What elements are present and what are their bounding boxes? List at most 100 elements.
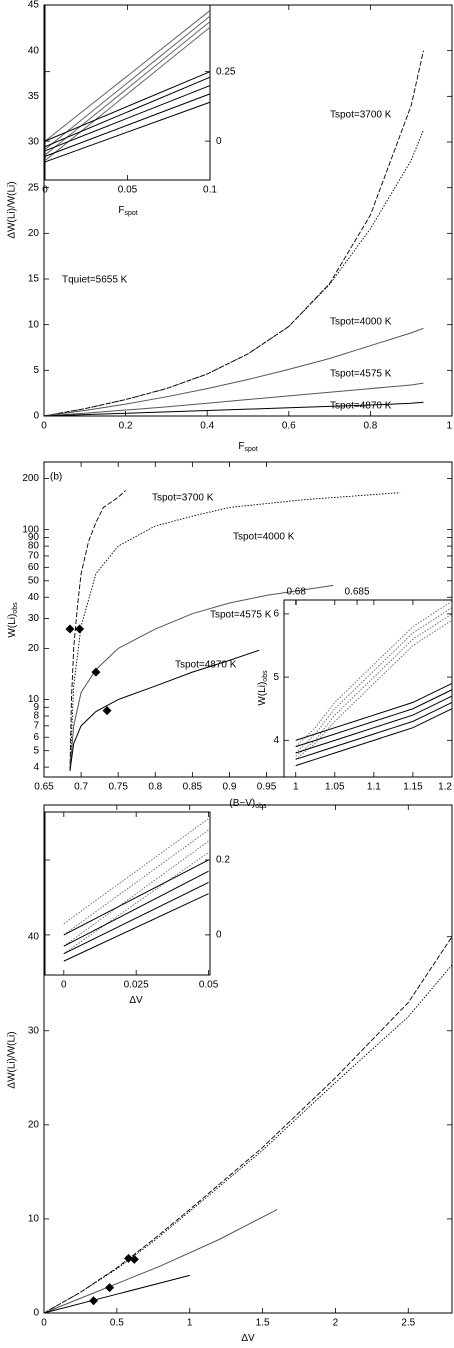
annotation: Tspot=4000 K — [233, 532, 295, 543]
data-line — [63, 870, 209, 947]
data-line — [43, 1274, 190, 1314]
data-line — [295, 613, 453, 757]
x-tick-label: 0.05 — [118, 185, 138, 196]
y-tick-label: 0.25 — [216, 66, 236, 77]
y-axis-label: ΔW(Li)/W(Li) — [7, 1031, 18, 1088]
y-tick-label: 70 — [28, 551, 40, 562]
x-tick-label: 0.85 — [183, 782, 203, 793]
annotation: Tspot=4870 K — [175, 660, 237, 671]
x-tick-label: 0.65 — [34, 782, 54, 793]
y-tick-label: 200 — [22, 473, 39, 484]
y-tick-label: 0.2 — [216, 855, 230, 866]
x-axis-label: (B−V)obs — [229, 798, 267, 810]
data-line — [43, 401, 424, 417]
data-line — [43, 129, 424, 417]
data-line — [43, 1209, 278, 1314]
x-tick-label: 1 — [293, 782, 299, 793]
x-tick-label: 0 — [41, 1318, 47, 1329]
y-tick-label: 20 — [28, 1119, 40, 1130]
data-line — [44, 93, 211, 157]
chart-panel: 0.65 0.7 0.75 0.8 0.85 0.9 0.95456789102030405… — [22, 461, 453, 793]
y-tick-label: 100 — [22, 524, 39, 535]
y-tick-label: 5 — [273, 672, 279, 683]
x-tick-label: 1.15 — [403, 782, 423, 793]
y-tick-label: 30 — [28, 137, 40, 148]
y-tick-label: 20 — [28, 228, 40, 239]
y-tick-label: 10 — [28, 694, 40, 705]
y-tick-label: 5 — [33, 745, 39, 756]
annotation: Tspot=4575 K — [330, 369, 392, 380]
y-tick-label: 0 — [216, 930, 222, 941]
inset-frame — [283, 599, 453, 778]
y-tick-label: 5 — [33, 365, 39, 376]
label-main: (B−V) — [229, 798, 255, 809]
y-tick-label: 40 — [28, 45, 40, 56]
x-tick-label: 0.5 — [110, 1318, 124, 1329]
x-tick-label: 0.7 — [74, 782, 88, 793]
y-tick-label: 40 — [28, 931, 40, 942]
inset-frame — [44, 4, 211, 181]
y-tick-label: 45 — [28, 0, 40, 11]
annotation: (b) — [50, 472, 62, 483]
data-line — [44, 85, 211, 152]
label-main: W(Li) — [7, 614, 18, 638]
data-line — [43, 964, 453, 1314]
x-tick-label: 0.6 — [282, 421, 296, 432]
plot-frame — [43, 4, 453, 417]
x-tick-label: 0.75 — [108, 782, 128, 793]
data-line — [44, 71, 211, 142]
x-tick-label: 0.025 — [124, 980, 149, 991]
diamond-marker — [105, 1283, 115, 1293]
x-axis-label: ΔV — [241, 1333, 255, 1344]
data-line — [295, 682, 453, 741]
y-tick-label: 4 — [33, 762, 39, 773]
y-tick-label: 40 — [28, 592, 40, 603]
x-tick-label: 2.5 — [401, 1318, 415, 1329]
x-tick-label: 1 — [187, 1318, 193, 1329]
y-tick-label: 6 — [33, 732, 39, 743]
label-sub: spot — [124, 210, 137, 217]
x-tick-label: 0.4 — [200, 421, 214, 432]
label-main: W(Li) — [257, 682, 268, 706]
data-line — [295, 600, 453, 747]
y-tick-label: 10 — [28, 1214, 40, 1225]
data-line — [69, 490, 126, 771]
y-tick-label: 6 — [273, 609, 279, 620]
y-tick-label: 4 — [273, 735, 279, 746]
diamond-marker — [89, 1296, 99, 1306]
y-tick-label: 0 — [33, 1308, 39, 1319]
y-axis-label: W(Li)obs — [257, 670, 269, 706]
y-axis-label: ΔW(Li)/W(Li) — [7, 181, 18, 238]
chart-panel: 00.20.40.60.81051015202530354045(a)Tspot… — [28, 0, 453, 432]
y-tick-label: 50 — [28, 575, 40, 586]
diamond-marker — [91, 667, 101, 677]
x-tick-label: 1 — [446, 421, 452, 432]
x-tick-label: 0 — [41, 421, 47, 432]
y-tick-label: 10 — [28, 319, 40, 330]
data-line — [295, 708, 453, 767]
x-tick-label: 1.05 — [325, 782, 345, 793]
data-line — [63, 893, 209, 962]
label-sub: spot — [244, 446, 257, 453]
y-tick-label: 35 — [28, 91, 40, 102]
x-tick-label: 0.1 — [203, 185, 217, 196]
y-tick-label: 80 — [28, 541, 40, 552]
x2-tick-label: 0.685 — [345, 587, 370, 598]
data-line — [44, 10, 211, 142]
data-line — [63, 882, 209, 955]
label-sub: obs — [12, 602, 19, 614]
plot-frame — [43, 804, 453, 1314]
x-axis-label: ΔV — [129, 995, 143, 1006]
diamond-marker — [65, 624, 75, 634]
x-tick-label: 1.1 — [367, 782, 381, 793]
data-line — [295, 607, 453, 754]
y-tick-label: 7 — [33, 720, 39, 731]
inset-chart: 0 0.05 0.1 0 0.25 — [42, 4, 236, 196]
label-main: ΔV — [241, 1333, 255, 1344]
y-axis-label: W(Li)obs — [7, 602, 19, 638]
y-tick-label: 9 — [33, 702, 39, 713]
x-tick-label: 0.8 — [148, 782, 162, 793]
annotation: Tspot=3700 K — [152, 493, 214, 504]
data-line — [295, 619, 453, 760]
label-sub: obs — [262, 670, 269, 682]
